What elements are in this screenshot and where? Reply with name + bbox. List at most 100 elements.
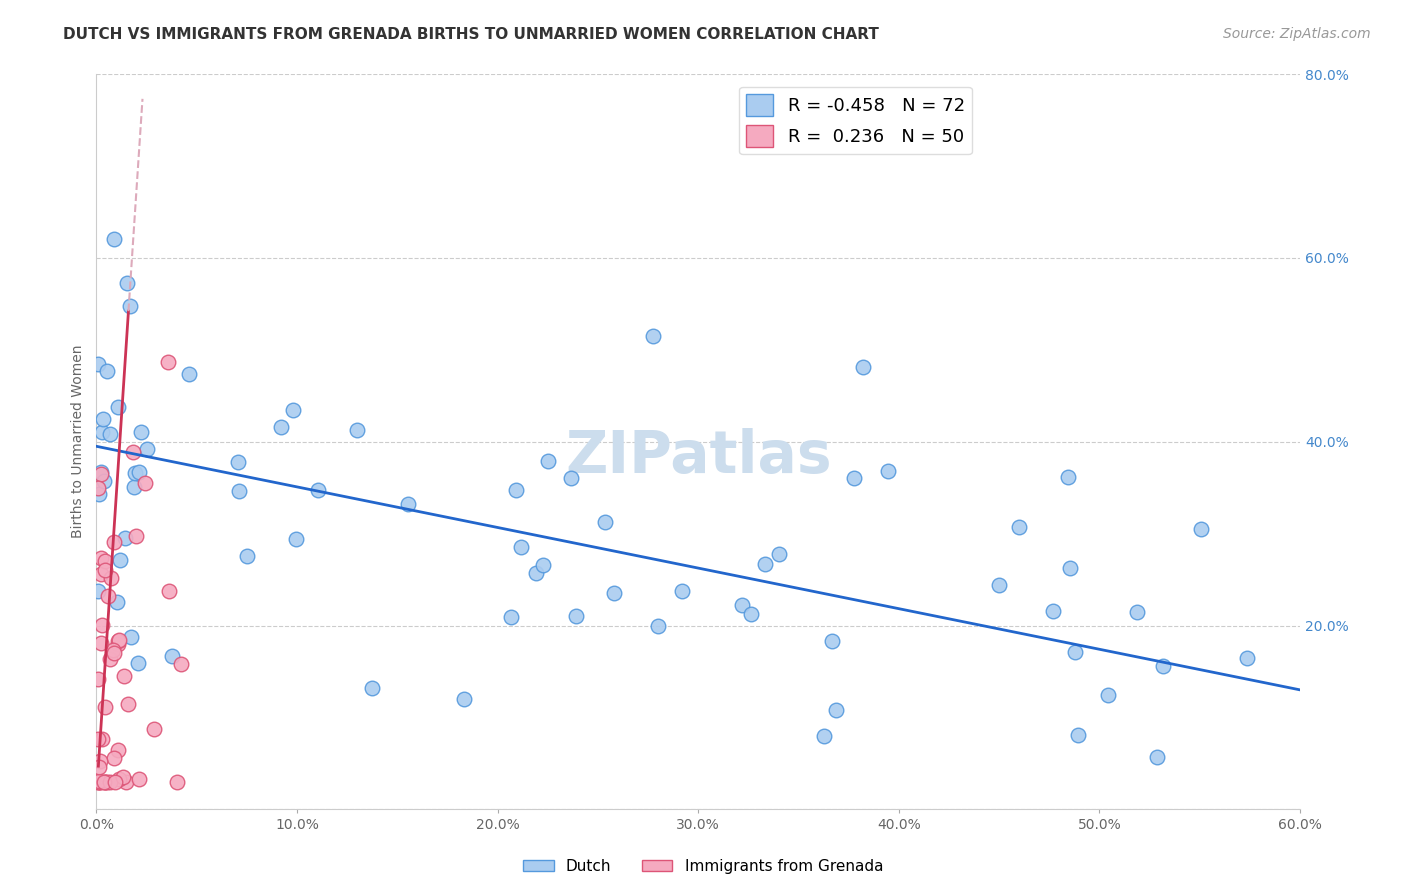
Point [824,703,846,717]
Point [98,774,121,789]
Text: Source: ZipAtlas.com: Source: ZipAtlas.com [1223,27,1371,41]
Point [361,681,384,695]
Point [988,578,1011,592]
Point [108,632,131,647]
Point [235,549,257,563]
Point [107,636,129,650]
Point [107,634,129,648]
Point [1056,470,1078,484]
Point [104,774,127,789]
Point [307,483,329,498]
Point [813,729,835,743]
Point [560,471,582,485]
Point [114,532,136,546]
Point [228,455,250,469]
Legend: R = -0.458   N = 72, R =  0.236   N = 50: R = -0.458 N = 72, R = 0.236 N = 50 [740,87,972,154]
Point [87,357,110,371]
Point [643,329,665,343]
Point [127,657,149,671]
Point [107,743,129,757]
Point [90,550,112,565]
Point [89,754,111,768]
Point [603,586,626,600]
Point [166,774,188,789]
Point [112,669,135,683]
Text: ZIPatlas: ZIPatlas [565,428,831,485]
Point [346,423,368,437]
Point [105,595,128,609]
Point [1125,605,1147,619]
Point [87,481,110,495]
Point [124,466,146,480]
Point [87,774,110,789]
Point [87,774,110,789]
Point [852,359,875,374]
Point [170,657,193,672]
Point [270,420,292,434]
Point [524,566,547,581]
Point [98,652,121,666]
Point [593,515,616,529]
Point [93,554,115,568]
Point [89,774,111,789]
Point [1064,645,1087,659]
Point [101,643,124,657]
Point [143,722,166,736]
Point [156,355,179,369]
Point [93,774,115,789]
Point [103,751,125,765]
Point [1059,561,1081,575]
Point [125,529,148,543]
Point [177,368,200,382]
Point [103,535,125,549]
Point [281,403,304,417]
Point [103,232,125,246]
Point [1189,522,1212,536]
Legend: Dutch, Immigrants from Grenada: Dutch, Immigrants from Grenada [517,853,889,880]
Point [117,697,139,711]
Point [510,541,533,555]
Point [100,426,122,441]
Text: DUTCH VS IMMIGRANTS FROM GRENADA BIRTHS TO UNMARRIED WOMEN CORRELATION CHART: DUTCH VS IMMIGRANTS FROM GRENADA BIRTHS … [63,27,879,42]
Point [97,589,120,603]
Point [1042,604,1064,618]
Point [453,692,475,706]
Point [90,425,112,439]
Point [1008,520,1031,534]
Point [87,672,110,686]
Point [91,412,114,426]
Point [134,476,156,491]
Point [731,598,754,612]
Point [396,497,419,511]
Point [89,487,111,501]
Point [647,619,669,633]
Point [94,774,117,789]
Point [565,609,588,624]
Point [94,563,117,577]
Point [89,774,111,789]
Point [128,772,150,786]
Point [285,532,308,546]
Point [1097,688,1119,702]
Point [103,646,125,660]
Point [842,471,865,485]
Point [1236,650,1258,665]
Point [107,400,129,414]
Y-axis label: Births to Unmarried Women: Births to Unmarried Women [72,345,86,539]
Point [671,583,693,598]
Point [740,607,762,622]
Point [877,464,900,478]
Point [128,465,150,479]
Point [108,772,131,786]
Point [100,571,122,585]
Point [96,774,118,789]
Point [93,774,115,789]
Point [93,475,115,489]
Point [531,558,554,572]
Point [120,630,142,644]
Point [94,700,117,714]
Point [87,774,110,789]
Point [129,425,152,439]
Point [90,467,112,482]
Point [89,760,111,774]
